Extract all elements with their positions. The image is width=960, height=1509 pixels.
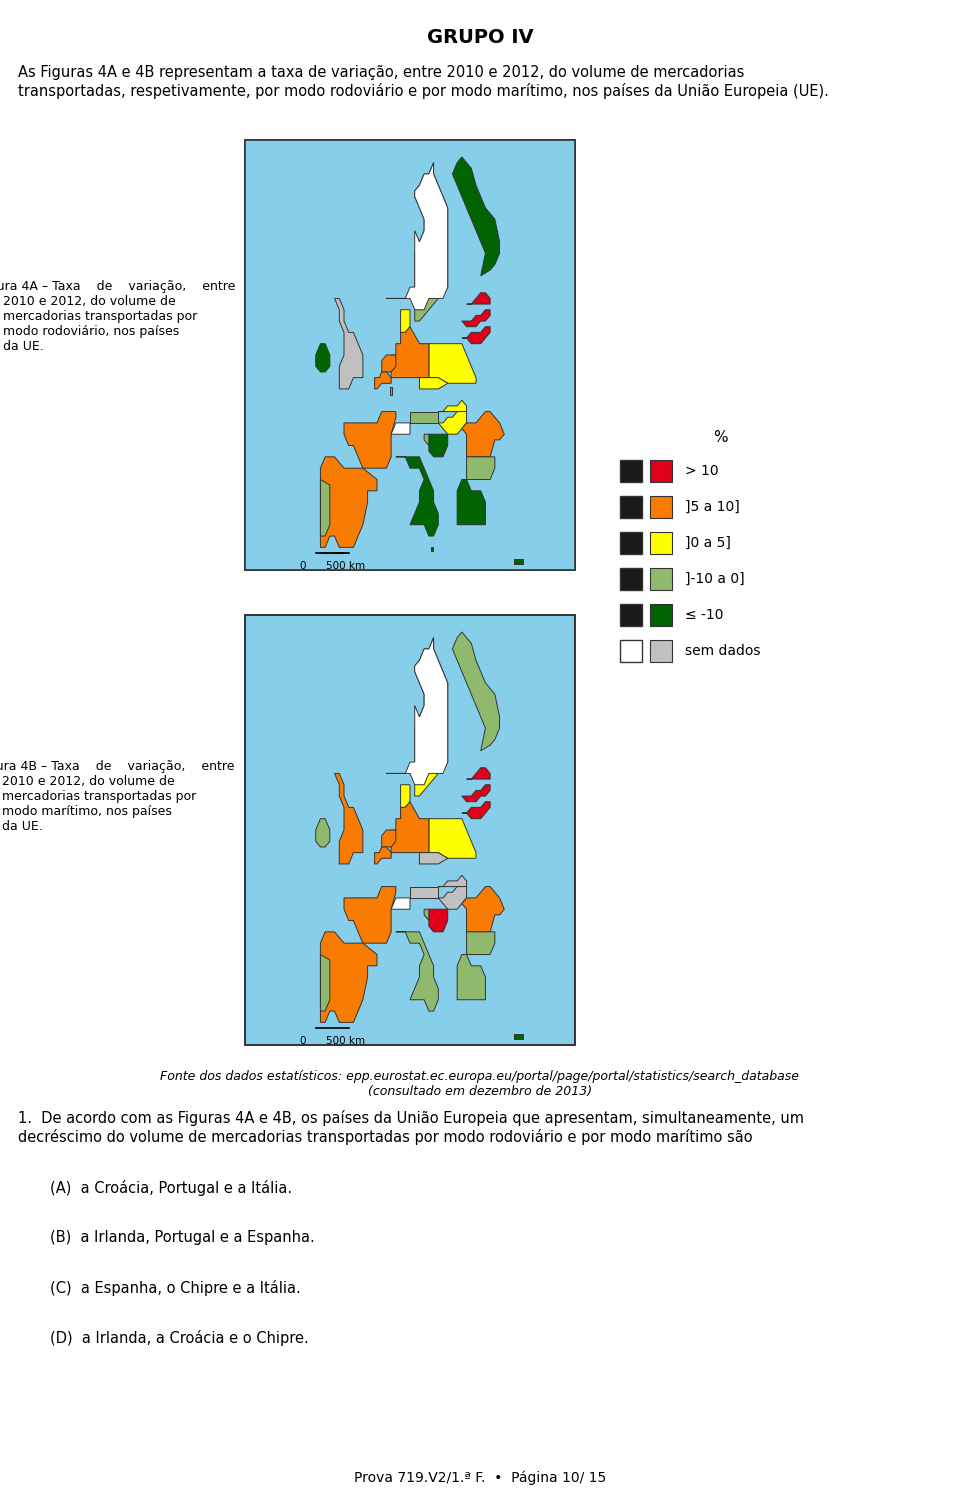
Polygon shape — [462, 327, 491, 344]
Polygon shape — [415, 163, 447, 321]
Polygon shape — [316, 344, 330, 373]
Text: sem dados: sem dados — [685, 644, 760, 658]
Polygon shape — [321, 955, 330, 1011]
Polygon shape — [424, 910, 429, 920]
Polygon shape — [462, 309, 491, 327]
Polygon shape — [374, 847, 391, 865]
Text: ]5 a 10]: ]5 a 10] — [685, 499, 740, 515]
Polygon shape — [439, 887, 467, 910]
Bar — [245, 140, 575, 570]
Polygon shape — [410, 412, 439, 423]
Text: Figura 4B – Taxa    de    variação,    entre
      2010 e 2012, do volume de
   : Figura 4B – Taxa de variação, entre 2010… — [0, 761, 235, 833]
Polygon shape — [462, 412, 504, 457]
Polygon shape — [429, 344, 476, 383]
Bar — [620, 533, 642, 554]
Polygon shape — [400, 309, 410, 332]
Polygon shape — [462, 785, 491, 801]
Text: As Figuras 4A e 4B representam a taxa de variação, entre 2010 e 2012, do volume : As Figuras 4A e 4B representam a taxa de… — [18, 65, 828, 98]
Polygon shape — [387, 638, 447, 785]
Bar — [620, 604, 642, 626]
Text: ]0 a 5]: ]0 a 5] — [685, 536, 731, 549]
Polygon shape — [457, 480, 486, 525]
Bar — [245, 140, 575, 570]
Polygon shape — [420, 853, 447, 865]
Bar — [650, 640, 672, 662]
Polygon shape — [462, 887, 504, 933]
Polygon shape — [382, 355, 396, 373]
Bar — [620, 567, 642, 590]
Polygon shape — [439, 400, 467, 412]
Polygon shape — [514, 558, 523, 564]
Polygon shape — [335, 299, 363, 389]
Polygon shape — [316, 819, 330, 847]
Polygon shape — [344, 412, 396, 468]
Text: (B)  a Irlanda, Portugal e a Espanha.: (B) a Irlanda, Portugal e a Espanha. — [50, 1230, 315, 1245]
Polygon shape — [410, 887, 439, 898]
Bar — [650, 533, 672, 554]
Polygon shape — [396, 933, 439, 1011]
Text: %: % — [712, 430, 728, 445]
Polygon shape — [467, 457, 494, 480]
Polygon shape — [391, 423, 410, 435]
Polygon shape — [387, 163, 447, 309]
Polygon shape — [400, 785, 410, 807]
Polygon shape — [391, 801, 429, 853]
Bar — [650, 460, 672, 481]
Polygon shape — [457, 955, 486, 1000]
Polygon shape — [429, 435, 447, 457]
Polygon shape — [391, 898, 410, 910]
Polygon shape — [396, 457, 439, 536]
Text: 0      500 km: 0 500 km — [300, 1037, 365, 1046]
Polygon shape — [452, 157, 499, 276]
Text: Fonte dos dados estatísticos: epp.eurostat.ec.europa.eu/portal/page/portal/stati: Fonte dos dados estatísticos: epp.eurost… — [160, 1070, 800, 1099]
Text: > 10: > 10 — [685, 463, 719, 478]
Bar — [245, 140, 575, 570]
Polygon shape — [514, 1034, 523, 1040]
Polygon shape — [382, 830, 396, 847]
Text: ]-10 a 0]: ]-10 a 0] — [685, 572, 745, 585]
Bar — [650, 604, 672, 626]
Polygon shape — [321, 457, 377, 548]
Bar — [650, 567, 672, 590]
Polygon shape — [439, 412, 467, 435]
Text: 0      500 km: 0 500 km — [300, 561, 365, 570]
Polygon shape — [439, 875, 467, 887]
Bar — [650, 496, 672, 518]
Polygon shape — [424, 435, 429, 445]
Text: ≤ -10: ≤ -10 — [685, 608, 724, 622]
Polygon shape — [467, 933, 494, 955]
Polygon shape — [321, 480, 330, 536]
Text: (C)  a Espanha, o Chipre e a Itália.: (C) a Espanha, o Chipre e a Itália. — [50, 1280, 300, 1296]
Text: 1.  De acordo com as Figuras 4A e 4B, os países da União Europeia que apresentam: 1. De acordo com as Figuras 4A e 4B, os … — [18, 1111, 804, 1145]
Bar — [620, 460, 642, 481]
Polygon shape — [390, 386, 392, 395]
Polygon shape — [429, 819, 476, 859]
Polygon shape — [374, 373, 391, 389]
Text: (A)  a Croácia, Portugal e a Itália.: (A) a Croácia, Portugal e a Itália. — [50, 1180, 292, 1197]
Polygon shape — [321, 933, 377, 1023]
Polygon shape — [344, 887, 396, 943]
Bar — [245, 616, 575, 1046]
Polygon shape — [431, 548, 433, 551]
Polygon shape — [415, 638, 447, 797]
Polygon shape — [462, 801, 491, 819]
Polygon shape — [467, 768, 491, 779]
Polygon shape — [452, 632, 499, 751]
Polygon shape — [420, 377, 447, 389]
Bar — [245, 616, 575, 1046]
Polygon shape — [391, 327, 429, 377]
Polygon shape — [335, 774, 363, 865]
Text: (D)  a Irlanda, a Croácia e o Chipre.: (D) a Irlanda, a Croácia e o Chipre. — [50, 1329, 309, 1346]
Polygon shape — [429, 910, 447, 933]
Text: Figura 4A – Taxa    de    variação,    entre
      2010 e 2012, do volume de
   : Figura 4A – Taxa de variação, entre 2010… — [0, 281, 235, 353]
Polygon shape — [467, 293, 491, 305]
Text: Prova 719.V2/1.ª F.  •  Página 10/ 15: Prova 719.V2/1.ª F. • Página 10/ 15 — [354, 1470, 606, 1485]
Bar — [620, 640, 642, 662]
Bar — [620, 496, 642, 518]
Text: GRUPO IV: GRUPO IV — [426, 29, 534, 47]
